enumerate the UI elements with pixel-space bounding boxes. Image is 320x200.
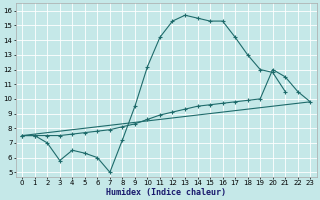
X-axis label: Humidex (Indice chaleur): Humidex (Indice chaleur) [106,188,226,197]
